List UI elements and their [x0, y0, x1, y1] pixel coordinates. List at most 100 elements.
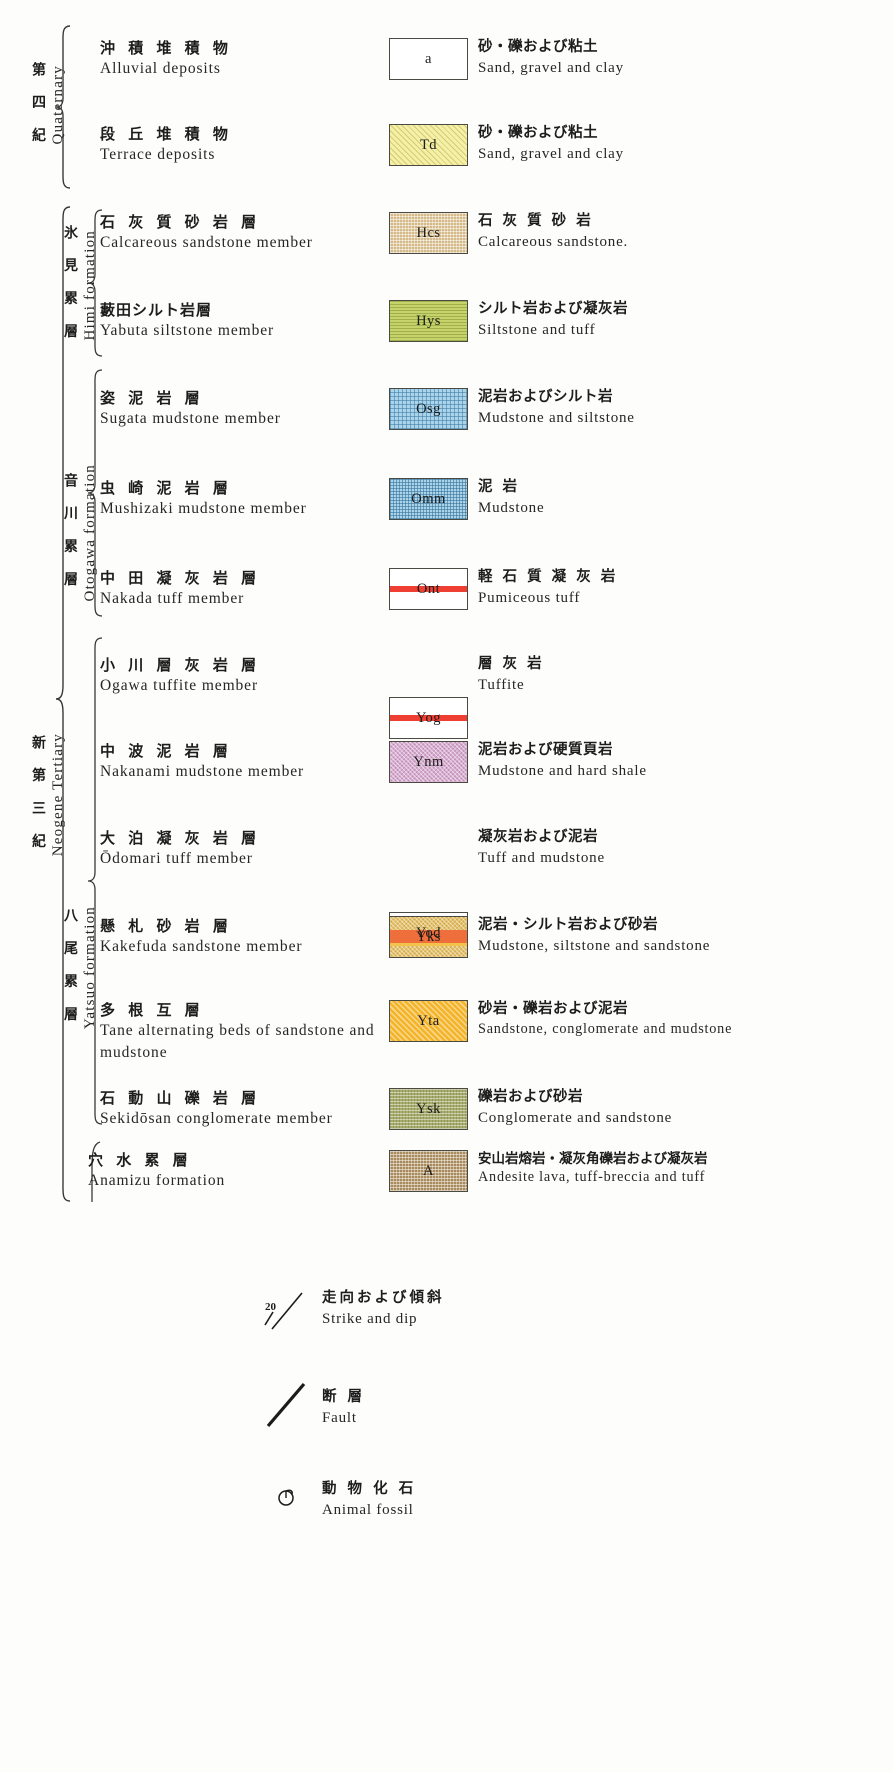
animal-fossil-label: 動 物 化 石 Animal fossil: [322, 1480, 416, 1521]
lith-ogawa-tuffite: 層 灰 岩 Tuffite: [478, 655, 893, 696]
swatch-code: Yod: [415, 924, 442, 941]
unit-name-en: Alluvial deposits: [100, 60, 221, 78]
symbol-en: Strike and dip: [322, 1310, 418, 1327]
unit-name-en: Ogawa tuffite member: [100, 677, 259, 695]
unit-name-jp: 沖 積 堆 積 物: [100, 39, 232, 57]
lith-odomari-tuff: 凝灰岩および泥岩 Tuff and mudstone: [478, 828, 893, 869]
swatch-code: Omm: [411, 490, 446, 507]
lith-jp: 砂・礫および粘土: [478, 39, 598, 55]
symbol-en: Fault: [322, 1409, 357, 1426]
swatch-yabuta-siltstone: Hys: [389, 300, 468, 342]
unit-name-jp: 藪田シルト岩層: [100, 301, 213, 319]
lith-mushizaki-mudstone: 泥 岩 Mudstone: [478, 478, 893, 519]
unit-name-nakanami-mudstone: 中 波 泥 岩 層 Nakanami mudstone member: [100, 741, 390, 783]
formation-label-otogawa-jp: 音 川 累 層: [62, 472, 78, 593]
unit-name-sekidosan-conglomerate: 石 動 山 礫 岩 層 Sekidōsan conglomerate membe…: [100, 1088, 390, 1130]
unit-name-en: Sugata mudstone member: [100, 410, 281, 428]
swatch-code: Hcs: [416, 224, 441, 241]
symbol-jp: 断 層: [322, 1389, 366, 1405]
unit-name-en: Anamizu formation: [88, 1172, 226, 1190]
lith-jp: 砂岩・礫岩および泥岩: [478, 1001, 628, 1017]
unit-name-jp: 中 波 泥 岩 層: [100, 742, 232, 760]
unit-name-sugata-mudstone: 姿 泥 岩 層 Sugata mudstone member: [100, 388, 390, 430]
lith-jp: シルト岩および凝灰岩: [478, 301, 628, 317]
lith-anamizu: 安山岩熔岩・凝灰角礫岩および凝灰岩 Andesite lava, tuff-br…: [478, 1150, 893, 1188]
brace-quaternary: [54, 24, 72, 190]
lith-en: Conglomerate and sandstone: [478, 1109, 673, 1126]
formation-label-himi: 氷 見 累 層 Himi formation: [60, 215, 99, 355]
unit-name-nakada-tuff: 中 田 凝 灰 岩 層 Nakada tuff member: [100, 568, 390, 610]
unit-name-jp: 虫 崎 泥 岩 層: [100, 479, 232, 497]
lith-yabuta-siltstone: シルト岩および凝灰岩 Siltstone and tuff: [478, 300, 893, 341]
formation-label-otogawa: 音 川 累 層 Otogawa formation: [60, 450, 99, 615]
lith-en: Pumiceous tuff: [478, 589, 581, 606]
swatch-code: Yta: [417, 1012, 440, 1029]
unit-name-jp: 大 泊 凝 灰 岩 層: [100, 829, 261, 847]
swatch-code: Ysk: [416, 1100, 441, 1117]
unit-name-jp: 段 丘 堆 積 物: [100, 125, 232, 143]
era-label-neogene-jp: 新 第 三 紀: [30, 735, 46, 855]
swatch-code: Td: [419, 136, 438, 153]
lith-jp: 凝灰岩および泥岩: [478, 829, 598, 845]
unit-name-en: Yabuta siltstone member: [100, 322, 275, 340]
lith-calcareous-sandstone: 石 灰 質 砂 岩 Calcareous sandstone.: [478, 212, 893, 253]
unit-name-en: Terrace deposits: [100, 146, 216, 164]
symbol-jp: 動 物 化 石: [322, 1481, 417, 1497]
swatch-code: A: [423, 1162, 434, 1179]
unit-name-jp: 中 田 凝 灰 岩 層: [100, 569, 261, 587]
lith-nakanami-mudstone: 泥岩および硬質頁岩 Mudstone and hard shale: [478, 741, 893, 782]
unit-name-jp: 石 灰 質 砂 岩 層: [100, 213, 261, 231]
lith-tane-alternating: 砂岩・礫岩および泥岩 Sandstone, conglomerate and m…: [478, 1000, 893, 1039]
lith-en: Tuffite: [478, 676, 525, 693]
lith-sekidosan-conglomerate: 礫岩および砂岩 Conglomerate and sandstone: [478, 1088, 893, 1129]
swatch-code: Yog: [415, 709, 442, 726]
lith-jp: 泥岩および硬質頁岩: [478, 742, 613, 758]
unit-name-ogawa-tuffite: 小 川 層 灰 岩 層 Ogawa tuffite member: [100, 655, 390, 697]
swatch-terrace: Td: [389, 124, 468, 166]
strike-dip-icon: [262, 1285, 314, 1342]
symbol-row-animal-fossil: 動 物 化 石 Animal fossil: [0, 1478, 893, 1528]
lith-en: Andesite lava, tuff-breccia and tuff: [478, 1169, 706, 1186]
unit-name-en: Tane alternating beds of sandstone and m…: [100, 1022, 375, 1061]
lith-en: Siltstone and tuff: [478, 321, 596, 338]
symbol-en: Animal fossil: [322, 1501, 414, 1518]
lith-en: Mudstone and hard shale: [478, 762, 647, 779]
lith-en: Mudstone and siltstone: [478, 409, 635, 426]
lith-en: Tuff and mudstone: [478, 849, 605, 866]
lith-jp: 砂・礫および粘土: [478, 125, 598, 141]
swatch-sekidosan-conglomerate: Ysk: [389, 1088, 468, 1130]
unit-name-alluvial: 沖 積 堆 積 物 Alluvial deposits: [100, 38, 390, 80]
lith-jp: 石 灰 質 砂 岩: [478, 213, 594, 229]
unit-name-terrace: 段 丘 堆 積 物 Terrace deposits: [100, 124, 390, 166]
lith-en: Mudstone, siltstone and sandstone: [478, 937, 711, 954]
lith-jp: 軽 石 質 凝 灰 岩: [478, 569, 618, 585]
symbol-row-fault: 断 層 Fault: [0, 1378, 893, 1438]
unit-name-jp: 姿 泥 岩 層: [100, 389, 204, 407]
swatch-sugata-mudstone: Osg: [389, 388, 468, 430]
unit-name-jp: 穴 水 累 層: [88, 1151, 192, 1169]
lith-alluvial: 砂・礫および粘土 Sand, gravel and clay: [478, 38, 893, 79]
unit-name-calcareous-sandstone: 石 灰 質 砂 岩 層 Calcareous sandstone member: [100, 212, 390, 254]
formation-label-yatsuo: 八 尾 累 層 Yatsuo formation: [60, 890, 99, 1045]
era-label-quaternary: 第 四 紀 Quaternary: [28, 30, 67, 180]
lith-en: Sandstone, conglomerate and mudstone: [478, 1020, 733, 1037]
unit-name-yabuta-siltstone: 藪田シルト岩層 Yabuta siltstone member: [100, 300, 390, 342]
swatch-code: Ynm: [413, 753, 444, 770]
dip-angle-value: 20: [265, 1301, 276, 1313]
lith-jp: 泥岩・シルト岩および砂岩: [478, 917, 658, 933]
swatch-anamizu: A: [389, 1150, 468, 1192]
unit-name-jp: 小 川 層 灰 岩 層: [100, 656, 261, 674]
lith-jp: 層 灰 岩: [478, 656, 545, 672]
swatch-nakada-tuff: Ont: [389, 568, 468, 610]
unit-name-anamizu: 穴 水 累 層 Anamizu formation: [88, 1150, 378, 1192]
unit-name-en: Ōdomari tuff member: [100, 850, 253, 868]
unit-name-kakefuda-sandstone: 懸 札 砂 岩 層 Kakefuda sandstone member: [100, 916, 390, 958]
unit-name-tane-alternating: 多 根 互 層 Tane alternating beds of sandsto…: [100, 1000, 390, 1064]
swatch-mushizaki-mudstone: Omm: [389, 478, 468, 520]
unit-name-en: Kakefuda sandstone member: [100, 938, 303, 956]
symbol-row-strike-dip: 20 走向および傾斜 Strike and dip: [0, 1285, 893, 1345]
lith-jp: 泥岩およびシルト岩: [478, 389, 613, 405]
swatch-code: a: [425, 50, 432, 67]
fault-label: 断 層 Fault: [322, 1388, 365, 1429]
